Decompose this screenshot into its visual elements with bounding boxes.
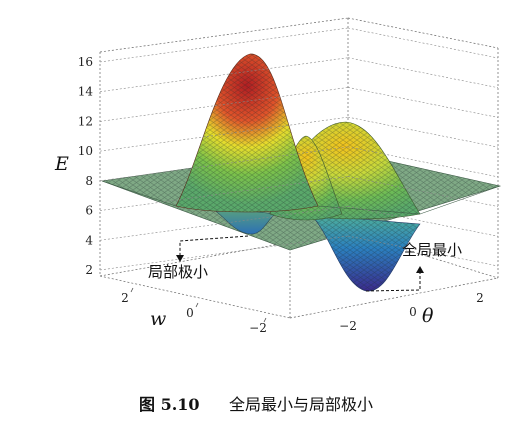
w-axis-label: w (150, 308, 166, 330)
w-tick-label: 0 (186, 306, 194, 320)
theta-tick-label: −2 (339, 319, 357, 333)
theta-ticks: −2 0 2 (339, 291, 484, 333)
figure-caption: 全局最小与局部极小 (229, 395, 373, 414)
z-gridline-back (347, 57, 499, 89)
z-gridline (99, 146, 349, 182)
theta-axis-label: θ (422, 305, 434, 327)
z-gridline-back (347, 235, 499, 267)
z-axis-label: E (54, 153, 69, 175)
z-tick-label: 2 (85, 263, 93, 277)
z-tick-label: 10 (78, 144, 93, 158)
box-edge (99, 17, 349, 53)
global-min-label: 全局最小 (402, 241, 462, 259)
z-gridline (99, 116, 349, 152)
global-min-mesh (310, 214, 420, 292)
z-tick-label: 12 (78, 114, 93, 128)
figure-number: 图 5.10 (139, 395, 200, 414)
box-edge (347, 17, 499, 49)
surface (101, 53, 502, 292)
z-tick-label: 8 (85, 174, 93, 188)
z-tick-label: 6 (85, 204, 93, 218)
z-tick-label: 4 (85, 233, 93, 247)
z-gridline-back (347, 146, 499, 178)
z-gridline (99, 57, 349, 93)
z-tick-label: 14 (78, 85, 94, 99)
global-max-mesh (176, 53, 318, 213)
theta-tick-label: 0 (409, 305, 417, 319)
w-tick-mark (263, 317, 267, 323)
z-gridline (99, 27, 349, 63)
box-edge (289, 277, 499, 319)
z-gridline (99, 205, 349, 241)
z-gridline (99, 87, 349, 122)
z-gridline (99, 235, 349, 271)
z-gridline-back (347, 205, 499, 237)
z-gridline-back (347, 176, 499, 207)
w-ticks: 2 0 −2 (121, 287, 267, 335)
w-tick-label: 2 (121, 291, 129, 305)
local-min-annotation: 局部极小 (148, 235, 249, 281)
z-ticks: 2 4 6 8 10 12 14 16 (78, 27, 499, 277)
global-min-annotation: 全局最小 (365, 241, 462, 292)
w-tick-label: −2 (249, 321, 267, 335)
theta-tick-label: 2 (476, 291, 484, 305)
local-min-pit (207, 205, 276, 235)
z-tick-label: 16 (78, 55, 93, 69)
w-tick-mark (195, 302, 199, 308)
w-tick-mark (130, 287, 134, 293)
z-gridline (99, 176, 349, 211)
z-gridline-back (347, 87, 499, 118)
local-min-label: 局部极小 (148, 263, 208, 281)
box-edge (99, 275, 291, 319)
z-gridline-back (347, 27, 499, 59)
z-gridline-back (347, 116, 499, 148)
